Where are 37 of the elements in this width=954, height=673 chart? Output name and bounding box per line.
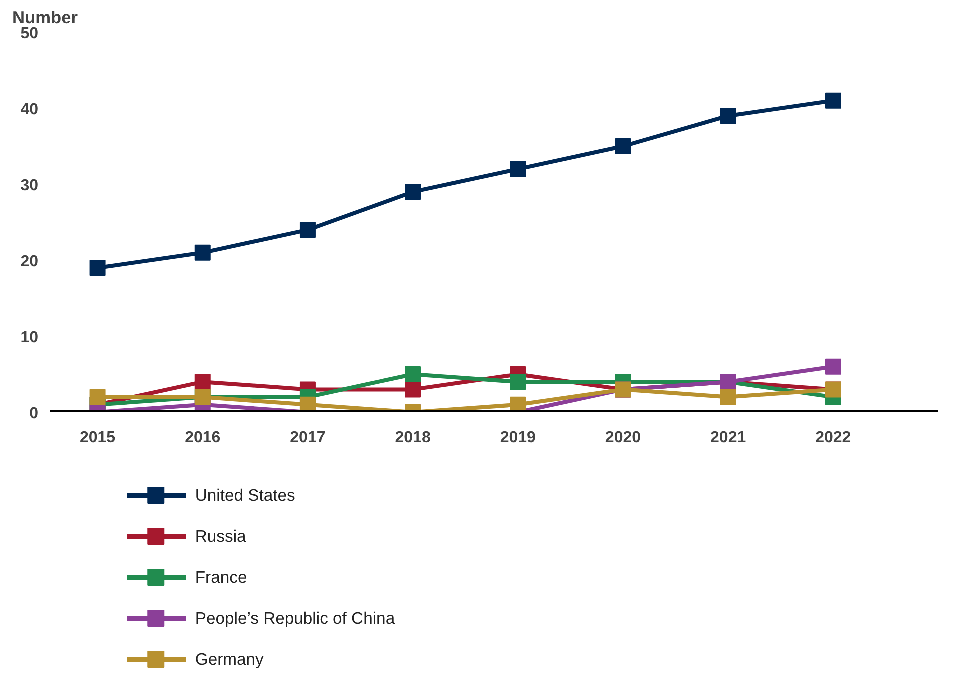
point bbox=[405, 366, 422, 382]
point bbox=[510, 374, 526, 390]
point bbox=[194, 244, 211, 261]
x-tick-label: 2016 bbox=[185, 430, 221, 446]
point bbox=[194, 374, 211, 390]
y-tick-label: 40 bbox=[20, 102, 39, 118]
x-tick-label: 2015 bbox=[80, 430, 116, 446]
point bbox=[825, 92, 842, 109]
point bbox=[720, 389, 736, 406]
point bbox=[90, 260, 106, 276]
legend-label: France bbox=[195, 568, 248, 587]
point bbox=[720, 108, 736, 124]
x-tick-label: 2018 bbox=[395, 430, 431, 446]
y-tick-label: 30 bbox=[20, 178, 39, 194]
point bbox=[405, 184, 422, 200]
x-tick-label: 2022 bbox=[816, 430, 852, 446]
x-tick-label: 2017 bbox=[290, 430, 326, 446]
point bbox=[825, 358, 842, 375]
legend-label: Germany bbox=[195, 650, 265, 669]
x-tick-label: 2020 bbox=[605, 430, 642, 446]
point bbox=[300, 222, 316, 238]
point bbox=[510, 161, 526, 178]
y-tick-label: 0 bbox=[30, 406, 39, 422]
x-tick-label: 2021 bbox=[710, 430, 746, 446]
point bbox=[90, 389, 106, 406]
y-tick-label: 50 bbox=[20, 26, 39, 42]
point bbox=[405, 382, 422, 398]
point bbox=[300, 396, 316, 412]
legend-label: United States bbox=[195, 486, 296, 505]
point bbox=[615, 138, 632, 154]
y-tick-label: 10 bbox=[20, 330, 39, 346]
y-axis-title: Number bbox=[12, 8, 78, 28]
legend-label: People’s Republic of China bbox=[195, 609, 396, 628]
x-tick-label: 2019 bbox=[500, 430, 536, 446]
point bbox=[510, 396, 526, 412]
legend-label: Russia bbox=[195, 527, 248, 546]
y-tick-label: 20 bbox=[20, 254, 39, 270]
